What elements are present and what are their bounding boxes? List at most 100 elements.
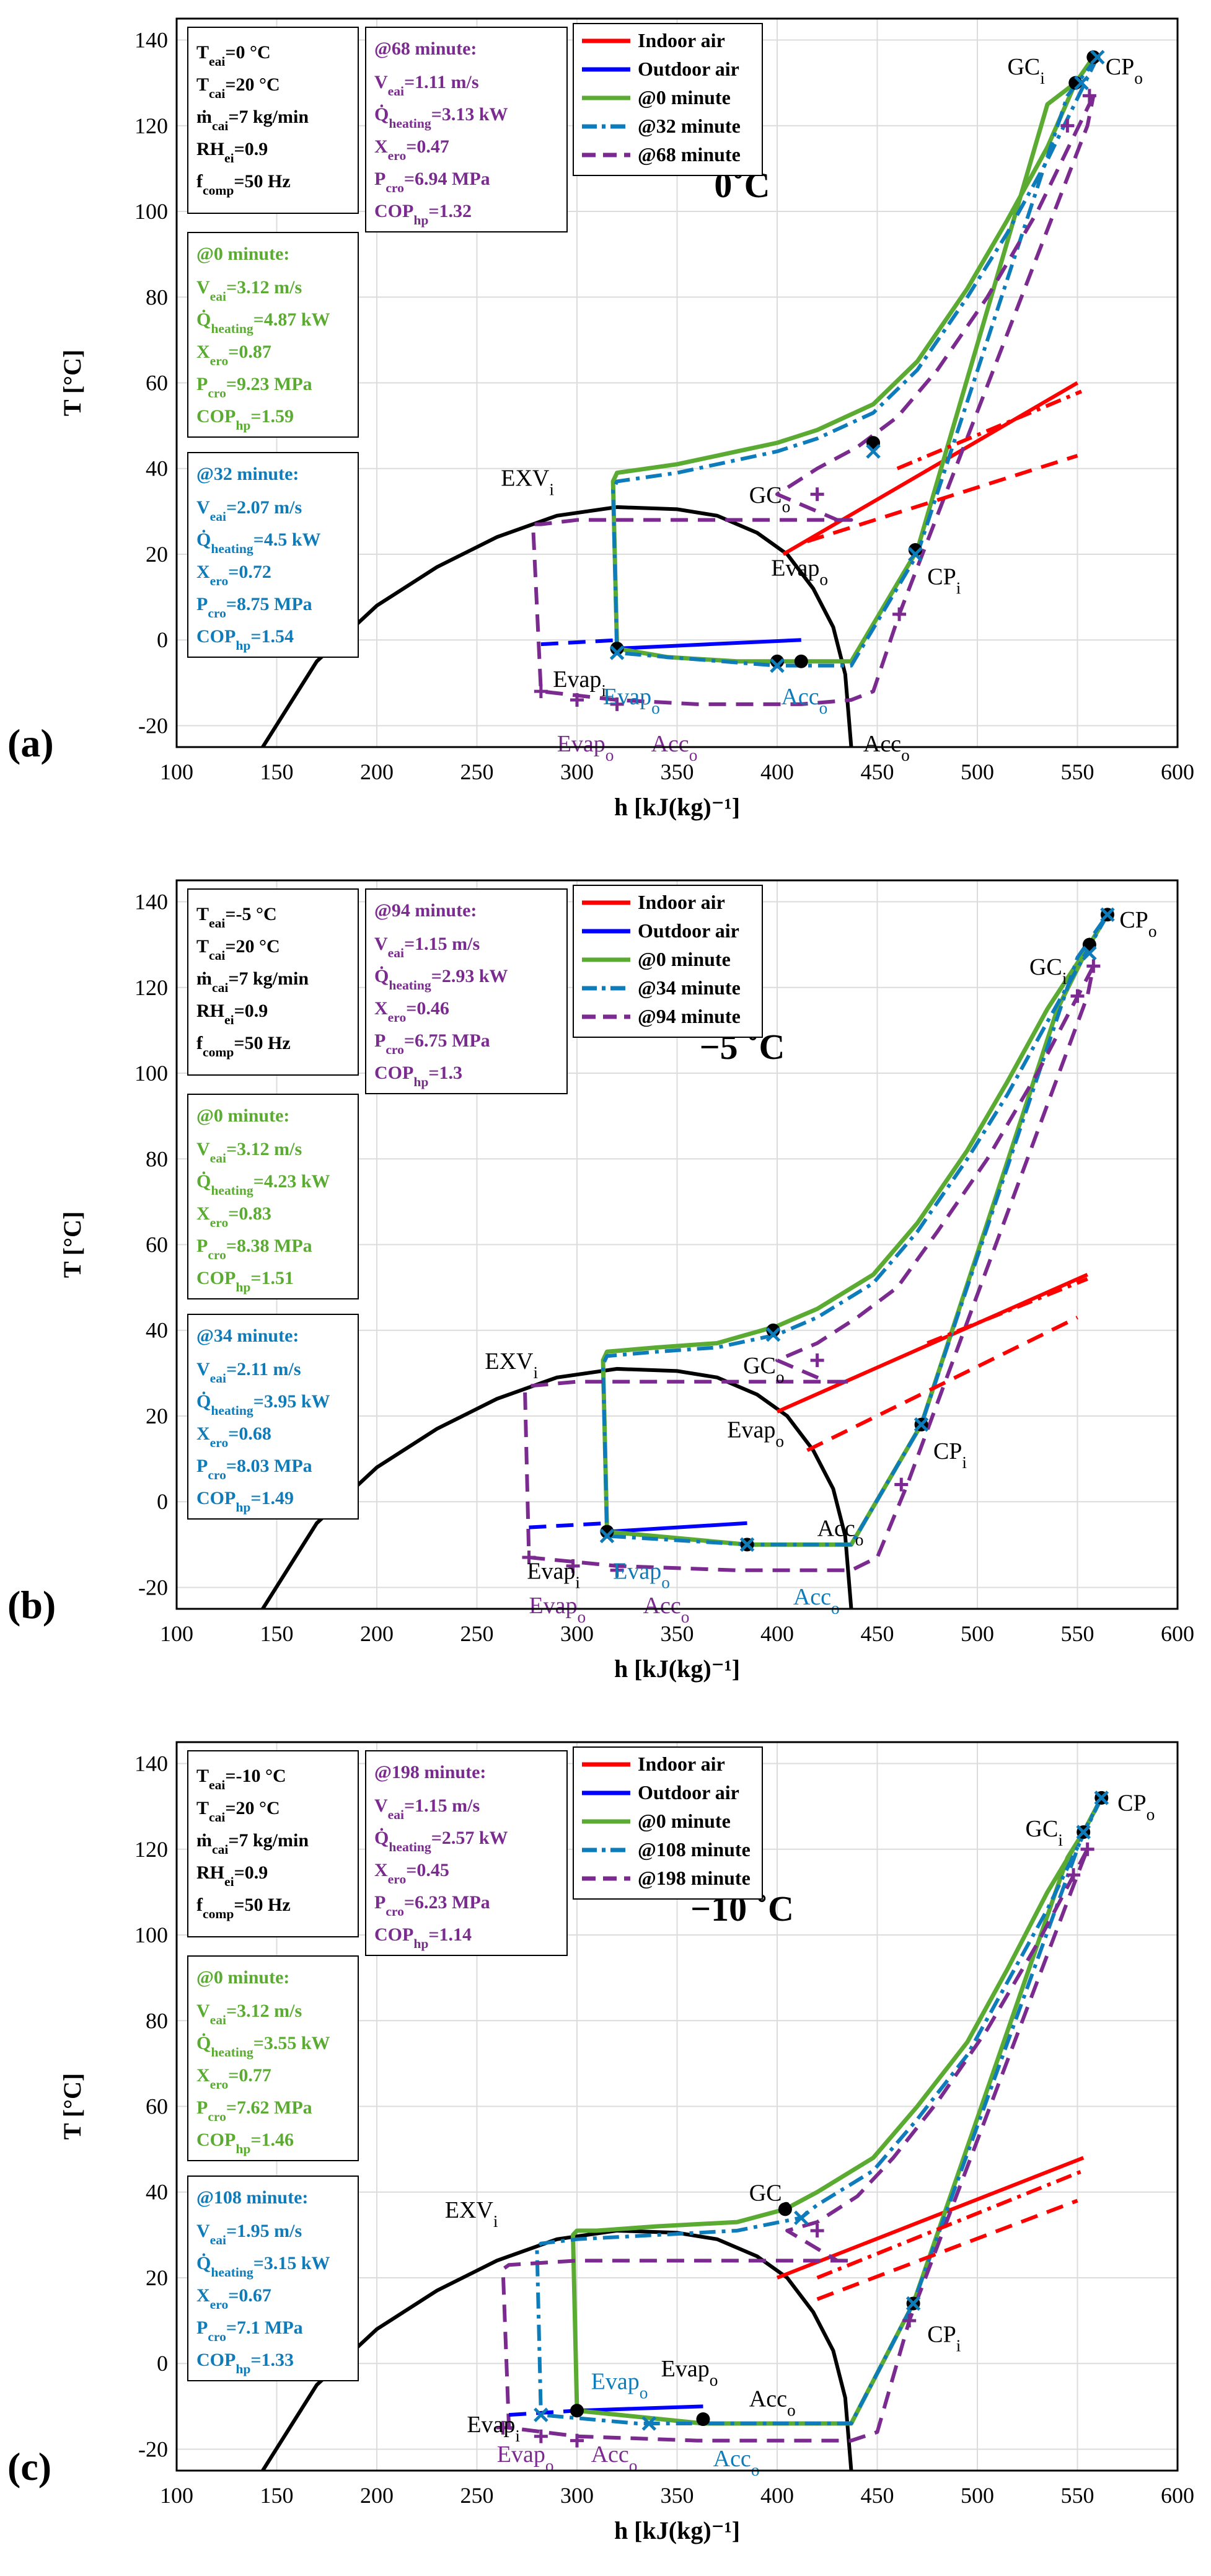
info-box-frame — [365, 888, 568, 1094]
text-part: hp — [413, 1936, 428, 1951]
text-part: ero — [388, 1872, 407, 1887]
state-point-label: CPi — [933, 1438, 967, 1472]
y-tick-label: 120 — [134, 1837, 168, 1862]
info-box-line: Q̇heating=3.95 kW — [196, 1391, 330, 1418]
info-box-line: Veai=3.12 m/s — [196, 2001, 302, 2027]
info-box-line: Xero=0.87 — [196, 342, 271, 368]
state-point-label: Evapo — [603, 684, 660, 717]
text-part: =8.75 MPa — [226, 594, 312, 614]
state-point-label: Evapi — [467, 2412, 520, 2445]
legend: Indoor air Outdoor air @0 minute @34 minute… — [573, 885, 763, 1038]
text-part: T — [196, 936, 209, 957]
text-part: ṁ — [196, 107, 212, 127]
y-tick-label: 120 — [134, 113, 168, 138]
text-part: =50 Hz — [234, 171, 290, 192]
condition-line: fcomp=50 Hz — [196, 1033, 291, 1060]
text-part: COP — [196, 406, 236, 427]
x-axis-label: h [kJ(kg)⁻¹] — [614, 1655, 740, 1683]
text-part: hp — [236, 1500, 250, 1515]
text-part: eai — [388, 945, 404, 960]
condition-line: fcomp=50 Hz — [196, 1895, 291, 1921]
text-part: ṁ — [196, 1830, 212, 1851]
text-part: Q̇ — [374, 1828, 389, 1848]
marker-late-point — [534, 684, 548, 699]
series-indoor-line — [776, 1273, 1088, 1414]
text-part: =6.75 MPa — [404, 1030, 490, 1051]
text-part: =20 °C — [225, 74, 280, 95]
text-part: o — [578, 1608, 586, 1626]
marker-late-point — [810, 487, 824, 502]
y-tick-label: 80 — [146, 1146, 168, 1171]
info-box-mid: @32 minute: Veai=2.07 m/s Q̇heating=4.5 kW… — [187, 452, 359, 658]
text-part: V — [196, 277, 210, 298]
text-part: ero — [210, 573, 229, 588]
text-part: =1.14 — [428, 1924, 472, 1945]
x-tick-label: 450 — [861, 2483, 894, 2508]
marker-c0-point — [1086, 50, 1101, 64]
marker-late-point — [902, 2314, 917, 2328]
text-part: eai — [210, 1371, 226, 1386]
text-part: eai — [209, 54, 225, 69]
series-outdoor-line — [540, 638, 622, 647]
info-box-late: @68 minute: Veai=1.11 m/s Q̇heating=3.13 k… — [365, 27, 568, 232]
text-part: Q̇ — [196, 529, 211, 550]
x-tick-label: 150 — [260, 2483, 294, 2508]
marker-c0-point — [766, 1323, 780, 1337]
marker-c0-point — [770, 654, 784, 668]
text-part: P — [196, 1236, 208, 1256]
text-part: =0.45 — [406, 1860, 449, 1880]
marker-mid-point — [609, 645, 625, 660]
marker-mid-point — [866, 444, 881, 459]
text-part: cro — [208, 2109, 226, 2124]
text-part: o — [661, 1573, 670, 1592]
text-part: cai — [212, 1842, 228, 1857]
y-axis-label: T [°C] — [58, 1211, 86, 1278]
state-point-label: GCi — [1026, 1816, 1063, 1849]
marker-stroke — [1082, 945, 1097, 961]
chart-panel: 100 150 200 250 300 350 400 450 500 550 600 -20 0 20 4… — [7, 17, 1194, 821]
marker-late-point — [496, 2420, 510, 2435]
info-box-mid: @34 minute: Veai=2.11 m/s Q̇heating=3.95 k… — [187, 1314, 359, 1520]
info-box-frame — [187, 452, 359, 658]
state-point-label: Evapo — [529, 1593, 586, 1626]
y-tick-label: 140 — [134, 1751, 168, 1776]
text-part: hp — [413, 213, 428, 228]
marker-late-point — [610, 697, 624, 711]
marker-mid-point — [1082, 945, 1097, 961]
y-tick-label: 20 — [146, 1404, 168, 1428]
y-tick-label: 80 — [146, 285, 168, 309]
text-part: cai — [209, 86, 225, 101]
info-box-line: COPhp=1.59 — [196, 406, 294, 433]
text-part: =50 Hz — [234, 1895, 290, 1915]
legend-entry: @94 minute — [638, 1005, 741, 1027]
info-box-frame — [187, 1955, 359, 2161]
text-part: =2.57 kW — [431, 1828, 508, 1848]
text-part: =20 °C — [225, 1798, 280, 1818]
text-part: heating — [211, 1183, 253, 1198]
x-tick-label: 600 — [1161, 2483, 1194, 2508]
text-part: =3.55 kW — [253, 2033, 330, 2053]
text-part: eai — [210, 509, 226, 524]
info-box-line: Pcro=6.23 MPa — [374, 1892, 490, 1919]
y-tick-label: -20 — [138, 2437, 168, 2461]
text-part: P — [196, 594, 208, 614]
text-part: =3.15 kW — [253, 2253, 330, 2273]
text-part: EXV — [445, 2197, 494, 2223]
marker-c0-point — [600, 1525, 614, 1539]
x-tick-label: 600 — [1161, 759, 1194, 784]
info-box-line: Veai=2.11 m/s — [196, 1359, 301, 1386]
condition-line: Tcai=20 °C — [196, 74, 280, 101]
text-part: ei — [224, 1012, 234, 1027]
text-part: i — [1062, 969, 1067, 988]
text-part: o — [606, 746, 614, 764]
info-box-c0: @0 minute: Veai=3.12 m/s Q̇heating=4.23 kW… — [187, 1094, 359, 1299]
text-part: COP — [374, 1063, 413, 1083]
text-part: ero — [210, 1215, 229, 1230]
x-tick-label: 300 — [560, 2483, 594, 2508]
y-tick-label: 140 — [134, 28, 168, 53]
x-axis-label: h [kJ(kg)⁻¹] — [614, 793, 740, 821]
x-tick-label: 200 — [360, 1621, 394, 1646]
y-tick-label: 60 — [146, 2094, 168, 2119]
text-part: i — [956, 2337, 961, 2355]
series-mid-line — [535, 1797, 1103, 2425]
